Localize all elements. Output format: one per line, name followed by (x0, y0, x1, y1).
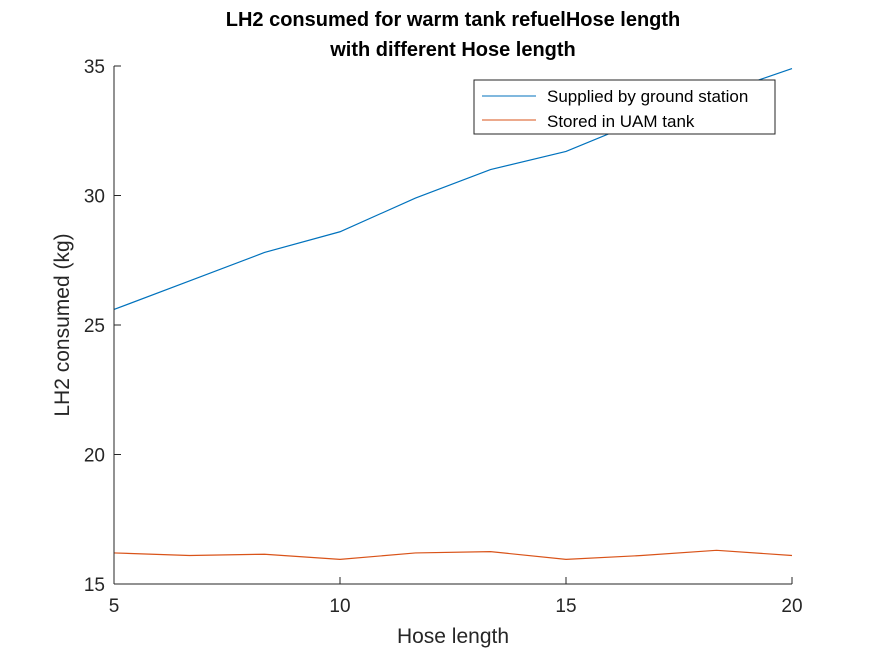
y-tick-label: 25 (84, 316, 105, 337)
legend: Supplied by ground station Stored in UAM… (473, 79, 776, 135)
y-tick-label: 20 (84, 446, 105, 467)
y-tick-label: 35 (84, 57, 105, 78)
y-tick-label: 30 (84, 187, 105, 208)
chart-title-line-1: LH2 consumed for warm tank refuelHose le… (226, 9, 681, 31)
series-line-1 (113, 549, 793, 560)
axes-background (114, 66, 792, 584)
x-tick-label: 5 (109, 596, 120, 617)
legend-label-stored: Stored in UAM tank (547, 112, 695, 131)
y-tick-label: 15 (84, 575, 105, 596)
legend-label-supplied: Supplied by ground station (547, 87, 748, 106)
x-axis-ticks: 5 10 15 20 (109, 577, 803, 617)
legend-box (473, 79, 776, 135)
x-tick-label: 20 (781, 596, 802, 617)
x-tick-label: 10 (329, 596, 350, 617)
chart-title-line-2: with different Hose length (329, 39, 576, 61)
x-tick-label: 15 (555, 596, 576, 617)
y-axis-ticks: 15 20 25 30 35 (84, 57, 121, 596)
x-axis-label: Hose length (397, 625, 509, 648)
plot-area: 5 10 15 20 15 20 25 30 35 (84, 57, 803, 617)
y-axis-label: LH2 consumed (kg) (51, 233, 74, 416)
